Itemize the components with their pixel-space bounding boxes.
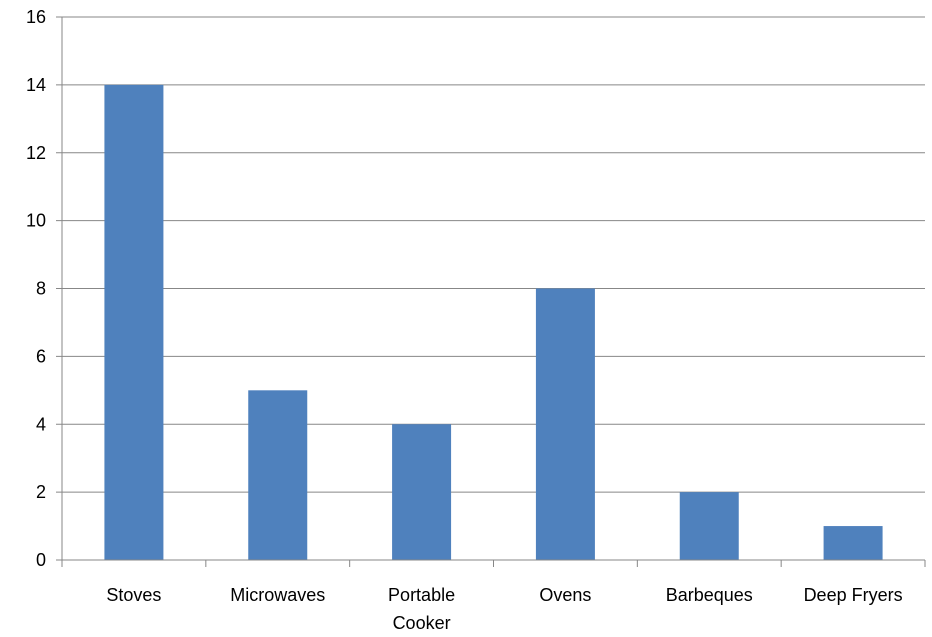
y-tick-label: 6 <box>36 346 46 366</box>
bar-portable-cooker <box>392 424 452 560</box>
y-tick-label: 8 <box>36 279 46 299</box>
x-category-label-line: Stoves <box>106 585 161 605</box>
x-category-label: Deep Fryers <box>804 585 903 605</box>
x-category-label-line: Ovens <box>539 585 591 605</box>
x-category-label: Stoves <box>106 585 161 605</box>
x-category-label: Barbeques <box>666 585 753 605</box>
y-tick-label: 4 <box>36 414 46 434</box>
x-category-label: Ovens <box>539 585 591 605</box>
axes <box>56 16 926 567</box>
y-tick-label: 2 <box>36 482 46 502</box>
y-tick-label: 14 <box>26 75 46 95</box>
bar-microwaves <box>248 390 308 560</box>
x-category-label-line: Microwaves <box>230 585 325 605</box>
x-category-label-line: Deep Fryers <box>804 585 903 605</box>
bar-deep-fryers <box>823 526 883 560</box>
y-tick-label: 12 <box>26 143 46 163</box>
gridlines <box>62 16 925 493</box>
y-tick-label: 16 <box>26 7 46 27</box>
bar-ovens <box>535 288 595 560</box>
x-category-label-line: Portable <box>388 585 455 605</box>
x-category-label: Portable Cooker <box>388 585 455 633</box>
x-category-labels: Stoves Microwaves Portable Cooker Ovens Barbe… <box>106 585 902 633</box>
y-tick-label: 10 <box>26 211 46 231</box>
x-category-label-line: Barbeques <box>666 585 753 605</box>
x-category-label-line: Cooker <box>393 613 451 633</box>
bars <box>104 84 883 560</box>
x-category-label: Microwaves <box>230 585 325 605</box>
y-tick-labels: 0 2 4 6 8 10 12 14 16 <box>26 7 46 570</box>
bar-stoves <box>104 84 164 560</box>
bar-barbeques <box>679 492 739 560</box>
y-tick-label: 0 <box>36 550 46 570</box>
